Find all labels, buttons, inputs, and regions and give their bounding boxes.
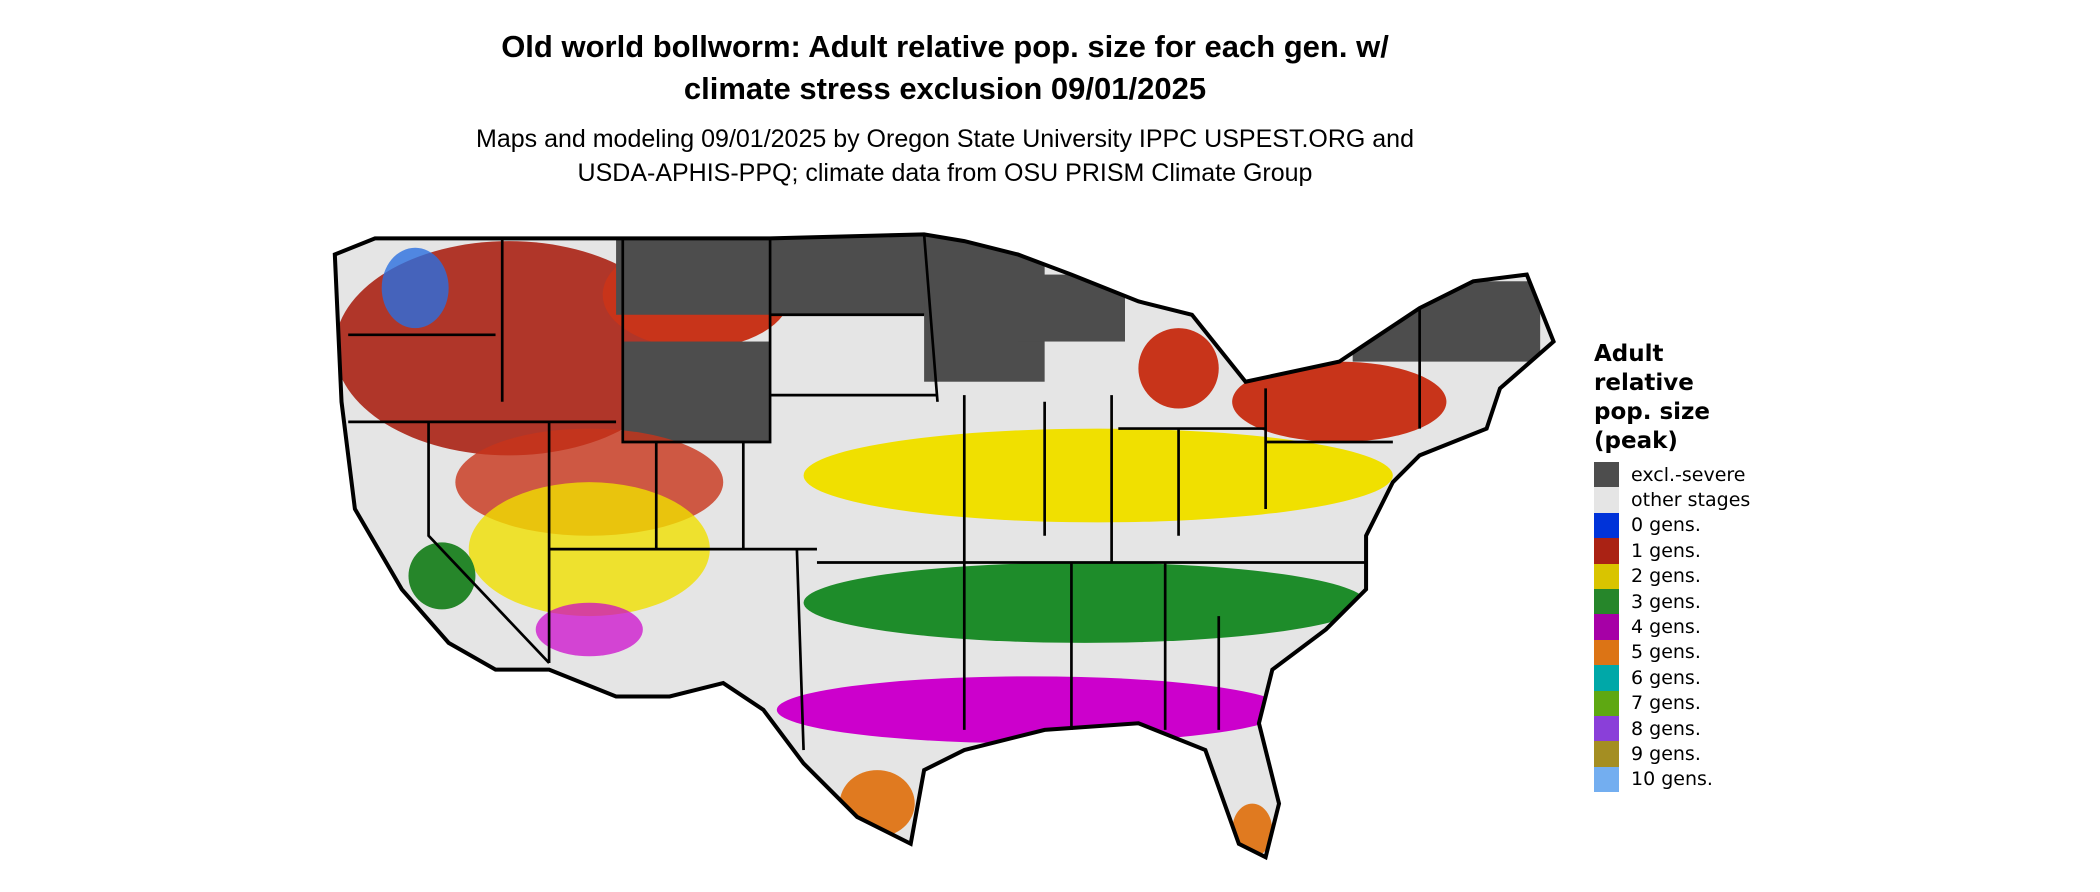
legend-item: 10 gens.	[1594, 766, 1750, 793]
legend-swatch	[1594, 614, 1619, 640]
legend-swatch	[1594, 487, 1619, 513]
legend-swatch	[1594, 715, 1619, 742]
legend-swatch	[1594, 766, 1619, 793]
legend-item: 2 gens.	[1594, 563, 1750, 589]
legend-label: 2 gens.	[1631, 565, 1701, 588]
excluded-region-wisconsin	[1017, 274, 1125, 342]
legend-item: 1 gens.	[1594, 538, 1750, 564]
two-gen-band	[803, 428, 1393, 523]
three-gen-region-california	[408, 542, 476, 610]
title-line-2: climate stress exclusion 09/01/2025	[683, 71, 1207, 106]
legend-label: 3 gens.	[1631, 590, 1701, 613]
legend-label: 8 gens.	[1631, 717, 1701, 740]
four-gen-region-arizona	[535, 602, 643, 657]
legend-item: 8 gens.	[1594, 715, 1750, 742]
state-boundaries	[348, 234, 1421, 751]
legend-swatch	[1594, 538, 1619, 564]
legend-swatch	[1594, 741, 1619, 767]
legend-item: 9 gens.	[1594, 741, 1750, 767]
legend-item: 5 gens.	[1594, 639, 1750, 666]
legend-label: 4 gens.	[1631, 616, 1701, 639]
four-gen-band	[776, 676, 1286, 744]
legend: Adult relative pop. size (peak) excl.-se…	[1594, 340, 1751, 793]
legend-label: 5 gens.	[1631, 641, 1701, 664]
subtitle-line-1: Maps and modeling 09/01/2025 by Oregon S…	[476, 125, 1414, 153]
one-gen-region-michigan	[1138, 328, 1219, 409]
legend-label: 0 gens.	[1631, 514, 1701, 537]
legend-swatch	[1594, 512, 1619, 539]
legend-label: 7 gens.	[1631, 692, 1701, 715]
legend-item: 3 gens.	[1594, 588, 1750, 615]
legend-label: other stages	[1631, 489, 1751, 512]
legend-item: 4 gens.	[1594, 614, 1750, 640]
legend-item: 7 gens.	[1594, 690, 1750, 716]
legend-swatch	[1594, 665, 1619, 691]
legend-swatch	[1594, 462, 1619, 488]
legend-title: Adult relative pop. size (peak)	[1594, 341, 1711, 454]
legend-swatch	[1594, 563, 1619, 589]
legend-item: 0 gens.	[1594, 512, 1750, 539]
three-gen-band	[803, 562, 1367, 643]
one-gen-region-northeast	[1232, 361, 1447, 442]
subtitle-line-2: USDA-APHIS-PPQ; climate data from OSU PR…	[577, 159, 1313, 187]
legend-item: excl.-severe	[1594, 462, 1750, 488]
legend-item: other stages	[1594, 487, 1751, 513]
excluded-region-wyoming	[622, 341, 771, 442]
legend-label: 10 gens.	[1631, 768, 1713, 791]
zero-gen-region	[381, 247, 449, 329]
map-subtitle: Maps and modeling 09/01/2025 by Oregon S…	[0, 122, 1890, 190]
legend-label: 9 gens.	[1631, 742, 1701, 765]
map-title: Old world bollworm: Adult relative pop. …	[0, 26, 1890, 110]
legend-label: excl.-severe	[1631, 463, 1746, 486]
legend-swatch	[1594, 588, 1619, 615]
legend-label: 6 gens.	[1631, 666, 1701, 689]
title-line-1: Old world bollworm: Adult relative pop. …	[501, 29, 1389, 64]
legend-swatch	[1594, 690, 1619, 716]
legend-item: 6 gens.	[1594, 665, 1750, 691]
legend-label: 1 gens.	[1631, 539, 1701, 562]
legend-swatch	[1594, 639, 1619, 666]
